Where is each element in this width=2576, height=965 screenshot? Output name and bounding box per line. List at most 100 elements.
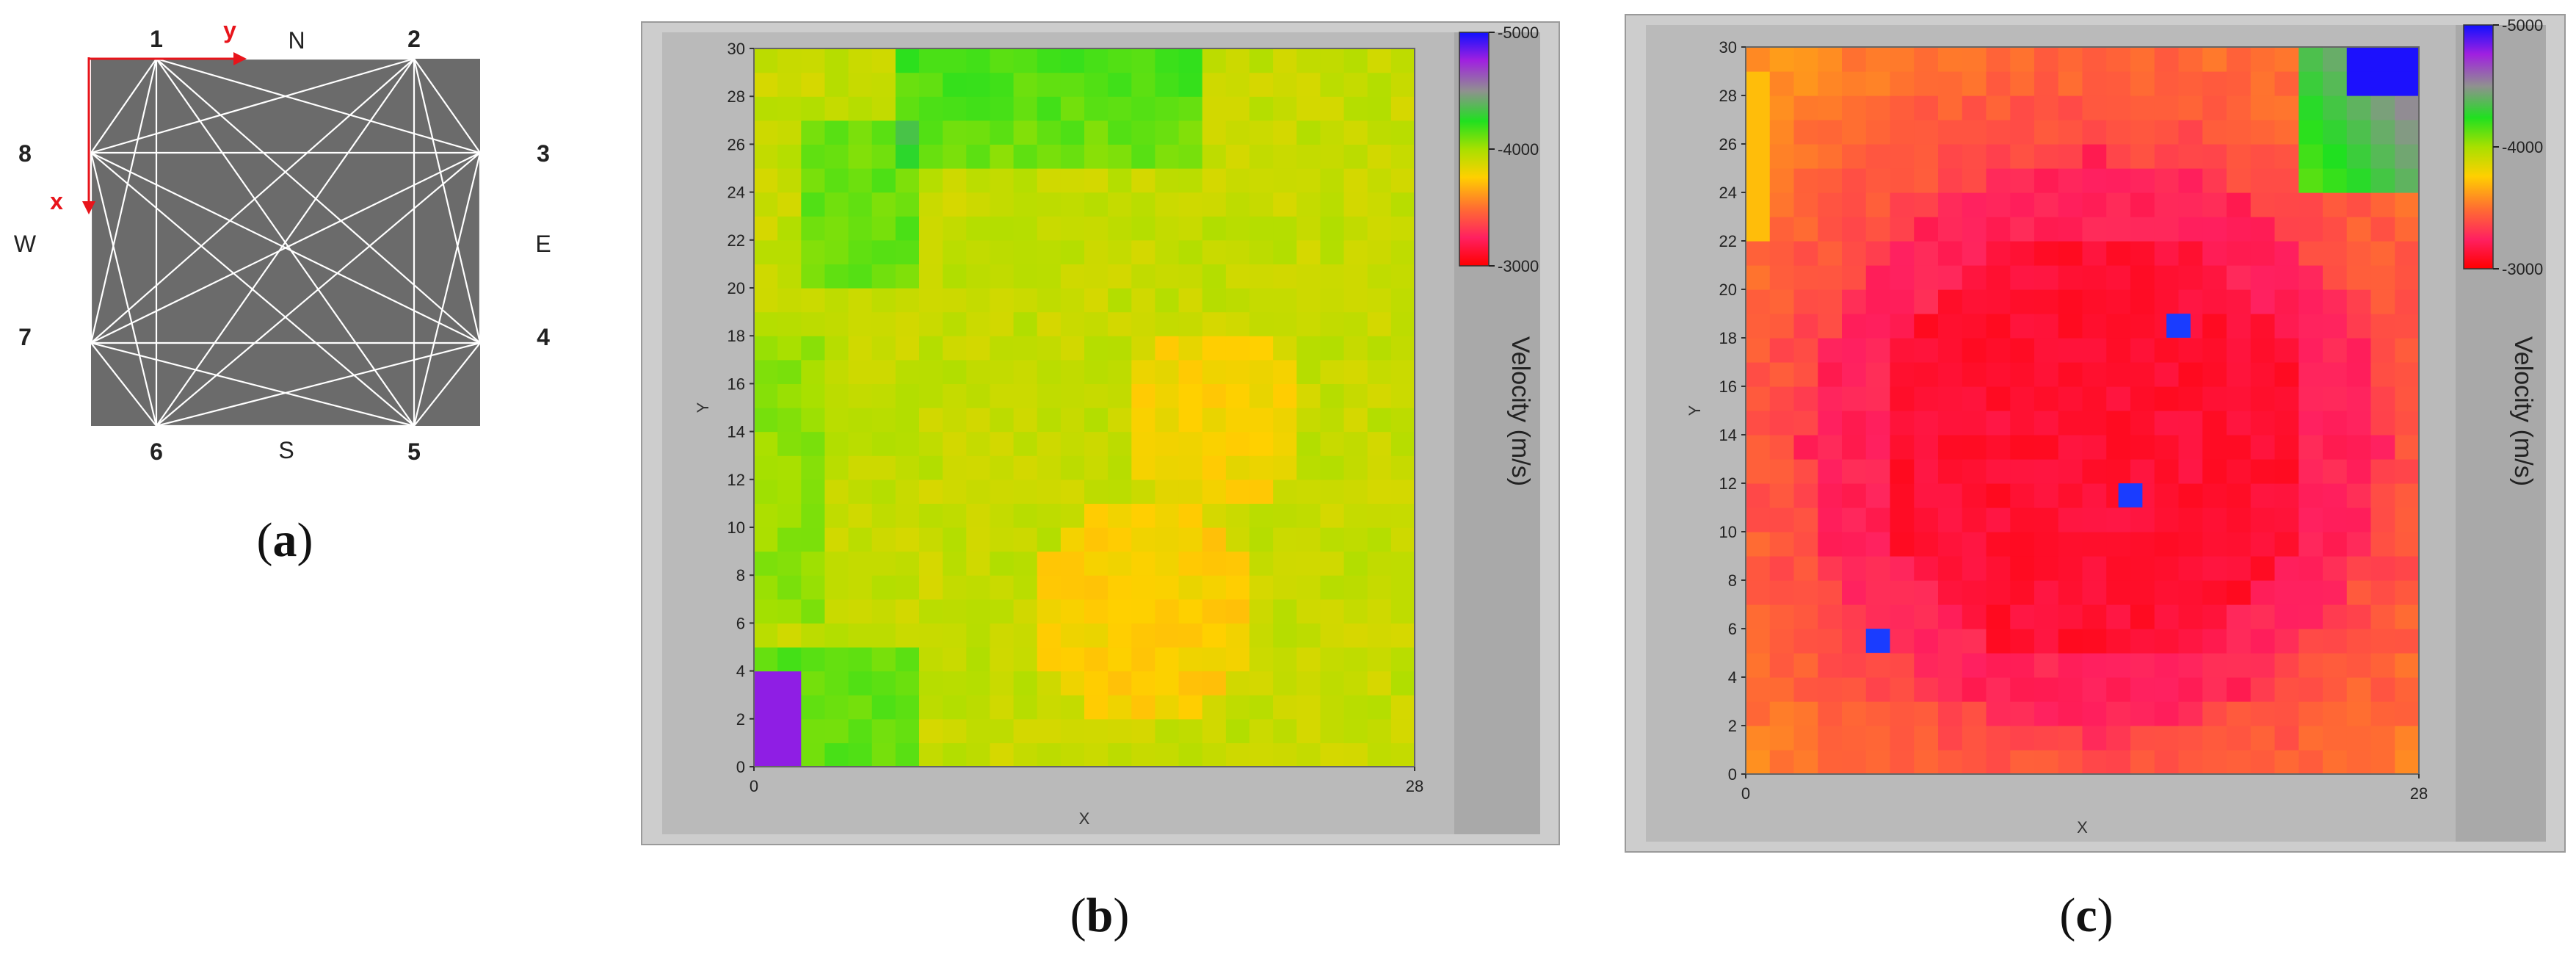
heat-cell xyxy=(1155,359,1180,384)
heat-cell xyxy=(1320,647,1345,672)
heat-cell xyxy=(1962,192,1987,217)
heat-cell xyxy=(871,503,896,528)
heat-cell xyxy=(2010,47,2035,72)
heat-cell xyxy=(895,695,920,720)
heat-cell xyxy=(1060,742,1085,767)
x-tick-label: 0 xyxy=(750,777,758,795)
heat-cell xyxy=(2130,459,2155,484)
heat-cell xyxy=(801,551,826,576)
heat-cell xyxy=(2154,411,2180,435)
heat-cell xyxy=(2274,386,2299,411)
heat-cell xyxy=(848,647,873,672)
heat-cell xyxy=(1037,239,1062,264)
heat-cell xyxy=(1013,144,1038,169)
heat-cell xyxy=(1367,288,1392,313)
heat-cell xyxy=(1769,265,1795,290)
heat-cell xyxy=(777,647,802,672)
heat-cell xyxy=(895,144,920,169)
heat-cell xyxy=(1273,336,1297,361)
heat-cell xyxy=(2274,95,2299,120)
heat-cell xyxy=(2178,241,2203,266)
heat-cell xyxy=(824,551,849,576)
y-tick-label: 8 xyxy=(1728,571,1737,590)
heat-cell xyxy=(2346,314,2372,339)
heat-cell xyxy=(801,695,826,720)
heat-cell xyxy=(754,96,778,121)
heat-cell xyxy=(990,647,1015,672)
heat-cell xyxy=(2395,629,2420,654)
heat-cell xyxy=(1037,742,1062,767)
heat-cell xyxy=(1962,726,1987,751)
heat-cell xyxy=(824,647,849,672)
heat-cell xyxy=(2106,701,2131,726)
heat-cell xyxy=(1296,192,1321,217)
heat-cell xyxy=(871,120,896,145)
heat-cell xyxy=(2299,386,2323,411)
heat-cell xyxy=(1178,455,1203,480)
heat-cell xyxy=(919,479,943,504)
heat-cell xyxy=(2034,120,2059,145)
heat-cell xyxy=(1962,629,1987,654)
heat-cell xyxy=(1249,383,1274,408)
heat-cell xyxy=(1343,288,1368,313)
heat-cell xyxy=(2370,677,2395,702)
heat-cell xyxy=(2370,386,2395,411)
heat-cell xyxy=(2034,95,2059,120)
heat-cell xyxy=(943,48,967,73)
heat-cell xyxy=(1084,239,1109,264)
heat-cell xyxy=(1225,48,1250,73)
heat-cell xyxy=(2058,168,2083,193)
heat-cell xyxy=(2299,338,2323,363)
heat-cell xyxy=(2370,362,2395,387)
heat-cell xyxy=(1914,192,1939,217)
heat-cell xyxy=(1343,336,1368,361)
heat-cell xyxy=(1746,507,1771,532)
heat-cell xyxy=(2299,677,2323,702)
heat-cell xyxy=(1037,144,1062,169)
heat-cell xyxy=(1155,311,1180,336)
heat-cell xyxy=(1986,411,2011,435)
heat-cell xyxy=(824,359,849,384)
heat-cell xyxy=(895,120,920,145)
heat-cell xyxy=(1890,120,1915,145)
heat-cell xyxy=(754,359,778,384)
ray-path-3-5 xyxy=(413,152,482,427)
heat-cell xyxy=(1793,144,1818,169)
heat-cell xyxy=(2130,95,2155,120)
heat-cell xyxy=(990,695,1015,720)
heat-cell xyxy=(943,120,967,145)
heat-cell xyxy=(1769,435,1795,460)
heat-cell xyxy=(1986,217,2011,242)
heat-cell xyxy=(848,144,873,169)
heat-cell xyxy=(1343,383,1368,408)
heat-cell xyxy=(1249,647,1274,672)
heat-cell xyxy=(1769,653,1795,678)
heat-cell xyxy=(1108,695,1132,720)
heat-cell xyxy=(2154,677,2180,702)
heat-cell xyxy=(1793,120,1818,145)
heat-cell xyxy=(895,551,920,576)
heat-cell xyxy=(2274,411,2299,435)
heat-cell xyxy=(2082,144,2107,169)
heat-cell xyxy=(1296,144,1321,169)
heat-cell xyxy=(1986,556,2011,581)
heat-cell xyxy=(1390,527,1415,552)
heat-cell xyxy=(824,48,849,73)
heat-cell xyxy=(1890,314,1915,339)
heat-cell xyxy=(1818,677,1843,702)
heat-cell xyxy=(801,527,826,552)
heat-cell xyxy=(919,623,943,648)
heat-cell xyxy=(2370,459,2395,484)
heat-cell xyxy=(2370,289,2395,314)
heat-cell xyxy=(2058,629,2083,654)
heat-cell xyxy=(1273,479,1297,504)
heat-cell xyxy=(1273,96,1297,121)
heat-cell xyxy=(1249,479,1274,504)
heat-cell xyxy=(1320,623,1345,648)
heat-cell xyxy=(1320,431,1345,456)
heat-cell xyxy=(848,575,873,600)
heat-cell xyxy=(2274,144,2299,169)
heat-cell xyxy=(1914,144,1939,169)
heat-cell xyxy=(1962,241,1987,266)
heat-cell xyxy=(1131,120,1156,145)
